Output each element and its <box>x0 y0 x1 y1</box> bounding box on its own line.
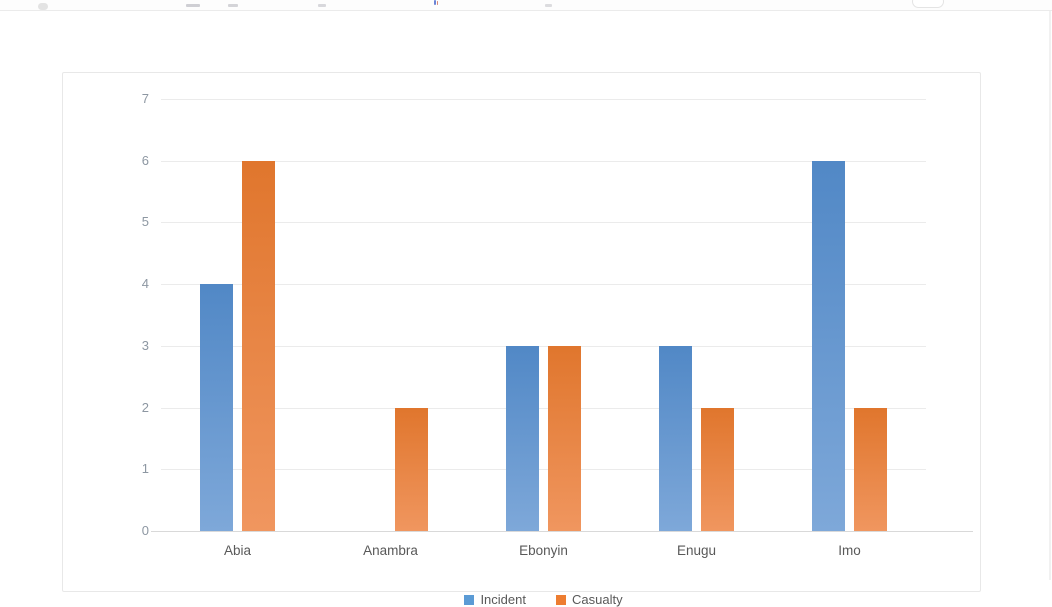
legend-label: Casualty <box>571 592 623 607</box>
cursor-icon <box>434 0 436 5</box>
y-tick-label-0: 0 <box>141 523 149 538</box>
toolbar-fragment <box>228 4 238 7</box>
toolbar-fragment <box>545 4 552 7</box>
chart-legend: Incident Casualty <box>161 592 926 607</box>
toolbar-sliver <box>0 0 1052 11</box>
toolbar-pill-icon <box>912 0 944 8</box>
y-tick-label-1: 1 <box>141 461 149 477</box>
legend-swatch-icon <box>464 594 475 605</box>
y-tick-label-7: 7 <box>141 91 149 106</box>
legend-swatch-icon <box>555 594 566 605</box>
legend-label: Incident <box>480 592 526 607</box>
x-axis-label-enugu: Enugu <box>676 543 717 558</box>
gridline-5 <box>161 222 926 224</box>
bar-incident-abia[interactable] <box>200 284 233 531</box>
bar-casualty-ebonyin[interactable] <box>548 345 581 531</box>
gridline-3 <box>161 345 926 347</box>
y-tick-label-2: 2 <box>141 399 149 415</box>
gridline-4 <box>161 284 926 286</box>
x-axis-label-imo: Imo <box>838 543 861 558</box>
toolbar-fragment <box>318 4 326 7</box>
legend-item-casualty[interactable]: Casualty <box>555 592 623 607</box>
chart-card: 0 1 2 3 4 5 6 7 Abia Anambra Ebonyin Enugu Imo Inci… <box>62 72 981 607</box>
gridline-6 <box>161 160 926 162</box>
legend-item-incident[interactable]: Incident <box>464 592 526 607</box>
toolbar-fragment-icon <box>38 3 48 10</box>
bar-incident-imo[interactable] <box>812 160 845 531</box>
y-tick-label-6: 6 <box>141 152 149 168</box>
gridline-2 <box>161 407 926 409</box>
bar-incident-ebonyin[interactable] <box>506 345 539 531</box>
y-tick-label-4: 4 <box>141 276 149 292</box>
x-axis-label-abia: Abia <box>223 543 252 558</box>
bar-casualty-imo[interactable] <box>854 407 887 531</box>
gridline-7 <box>161 99 926 100</box>
bar-chart-plot-area: 0 1 2 3 4 5 6 7 Abia Anambra Ebonyin Enugu Imo Inci… <box>142 91 973 607</box>
y-tick-label-3: 3 <box>141 337 149 353</box>
x-axis-label-anambra: Anambra <box>363 543 418 558</box>
bar-casualty-anambra[interactable] <box>395 407 428 531</box>
bar-incident-enugu[interactable] <box>659 345 692 531</box>
gridline-0 <box>151 531 973 532</box>
bar-casualty-enugu[interactable] <box>701 407 734 531</box>
x-axis-label-ebonyin: Ebonyin <box>519 543 568 558</box>
cursor-icon <box>437 1 438 5</box>
toolbar-fragment <box>186 4 200 7</box>
window-edge-divider <box>1049 11 1051 580</box>
y-tick-label-5: 5 <box>141 214 149 230</box>
gridline-1 <box>161 469 926 471</box>
bar-casualty-abia[interactable] <box>242 160 275 531</box>
